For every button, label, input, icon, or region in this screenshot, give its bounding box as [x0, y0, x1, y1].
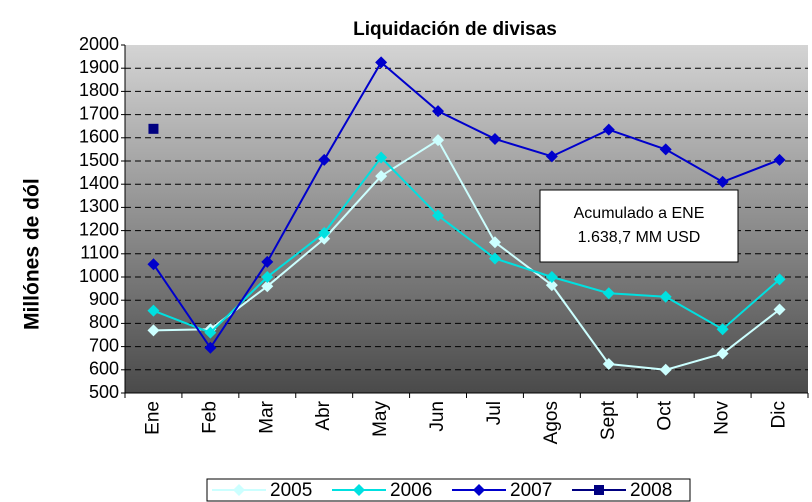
- annotation-box: [539, 189, 739, 263]
- x-tick-label: Ene: [142, 401, 163, 435]
- x-tick-label: Feb: [199, 401, 220, 434]
- y-tick-label: 600: [89, 359, 119, 379]
- marker: [488, 236, 501, 249]
- marker: [659, 363, 672, 376]
- marker: [147, 304, 160, 317]
- marker: [432, 134, 445, 147]
- legend-label: 2007: [510, 480, 552, 501]
- x-tick-label: Sept: [598, 400, 619, 440]
- x-tick-label: Jul: [484, 401, 505, 425]
- series-line: [152, 60, 780, 350]
- y-tick-label: 500: [89, 382, 119, 402]
- marker: [545, 150, 558, 163]
- marker: [545, 279, 558, 292]
- marker: [773, 273, 786, 286]
- annotation: Acumulado a ENE: [574, 205, 705, 222]
- legend-marker: [233, 484, 245, 496]
- legend-label: 2008: [630, 480, 672, 501]
- marker: [204, 341, 217, 354]
- y-axis-label: Millónes de dól: [21, 178, 44, 330]
- legend-label: 2005: [270, 480, 312, 501]
- legend-marker: [473, 484, 485, 496]
- marker: [488, 252, 501, 265]
- marker: [261, 280, 274, 293]
- marker: [773, 303, 786, 316]
- marker: [602, 123, 615, 136]
- x-tick-label: Agos: [541, 401, 562, 444]
- marker: [147, 324, 160, 337]
- y-label-clip: Millónes de dól: [21, 178, 44, 330]
- y-tick-label: 1900: [79, 57, 119, 77]
- y-tick-label: 1100: [80, 243, 119, 263]
- marker: [659, 143, 672, 156]
- marker: [432, 105, 445, 118]
- y-tick-label: 1800: [79, 80, 119, 100]
- y-tick-label: 1400: [79, 173, 119, 193]
- x-tick-label: Nov: [712, 401, 733, 435]
- x-tick-label: Abr: [313, 400, 334, 430]
- marker: [375, 151, 388, 164]
- chart-title: Liquidación de divisas: [353, 19, 557, 40]
- marker: [318, 226, 331, 239]
- y-tick-label: 1300: [79, 196, 119, 216]
- x-tick-label: Oct: [655, 400, 676, 430]
- marker: [261, 271, 274, 283]
- y-tick-label: 700: [89, 335, 119, 355]
- marker: [488, 132, 501, 145]
- legend-marker: [353, 484, 365, 496]
- series-line: [153, 138, 781, 371]
- y-tick-label: 800: [89, 312, 119, 332]
- marker: [375, 56, 388, 69]
- y-tick-label: 1700: [79, 103, 119, 123]
- marker: [659, 290, 672, 303]
- marker: [375, 170, 388, 183]
- marker: [773, 153, 786, 166]
- marker: [432, 209, 445, 222]
- y-tick-label: 1500: [79, 150, 119, 170]
- y-tick-label: 1200: [79, 219, 119, 239]
- legend-label: 2006: [390, 480, 432, 501]
- y-tick-label: 1000: [79, 266, 119, 286]
- legend-marker: [594, 485, 604, 495]
- x-tick-label: Dic: [769, 401, 790, 428]
- annotation: 1.638,7 MM USD: [578, 229, 701, 246]
- y-tick-label: 900: [89, 289, 119, 309]
- marker: [261, 255, 274, 268]
- x-tick-label: Jun: [427, 401, 448, 432]
- marker: [716, 175, 729, 188]
- marker: [204, 326, 217, 339]
- marker: [147, 258, 160, 271]
- marker: [545, 271, 558, 283]
- marker: [716, 323, 729, 336]
- marker: [716, 347, 729, 360]
- series-line: [153, 155, 781, 334]
- marker: [602, 287, 615, 300]
- marker: [318, 153, 331, 166]
- legend: [206, 478, 691, 502]
- x-tick-label: Mar: [256, 400, 277, 433]
- x-tick-label: May: [370, 401, 391, 437]
- y-tick-label: 1600: [79, 127, 119, 147]
- marker: [602, 358, 615, 370]
- marker: [148, 123, 159, 134]
- y-tick-label: 2000: [79, 34, 119, 54]
